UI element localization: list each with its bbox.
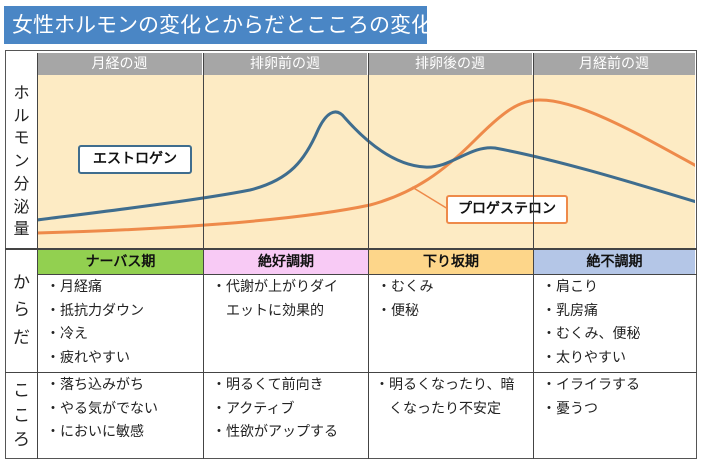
list-item: ・抵抗力ダウン (46, 302, 144, 319)
body-symptoms-menstrual: ・月経痛 ・抵抗力ダウン ・冷え ・疲れやすい (38, 276, 203, 370)
estrogen-curve (37, 110, 695, 222)
week-header-premenstrual: 月経前の週 (533, 53, 695, 75)
list-item: ・イライラする (542, 377, 640, 393)
list-item: ・性欲がアップする (212, 424, 338, 440)
list-item: ・冷え (46, 326, 88, 342)
grid-line-chart-bottom (5, 248, 697, 250)
list-item: くなったり不安定 (375, 400, 501, 417)
grid-line-left (37, 53, 38, 459)
list-item: ・便秘 (377, 302, 419, 319)
list-item: ・肩こり (542, 279, 598, 295)
list-item: ・落ち込みがち (46, 377, 144, 393)
progesterone-label: プロゲステロン (446, 195, 568, 224)
mind-symptoms-post-ovulation: ・明るくなったり、暗 くなったり不安定 (369, 374, 533, 421)
phase-nervous: ナーバス期 (38, 250, 203, 274)
list-item: ・アクティブ (212, 400, 295, 417)
week-header-post-ovulation: 排卵後の週 (368, 53, 533, 75)
phase-worst: 絶不調期 (534, 250, 695, 274)
grid-line-col1 (203, 53, 204, 459)
mind-symptoms-pre-ovulation: ・明るくて前向き ・アクティブ ・性欲がアップする (204, 374, 368, 445)
body-symptoms-premenstrual: ・肩こり ・乳房痛 ・むくみ、便秘 ・太りやすい (534, 276, 695, 370)
grid-line-col3 (533, 53, 534, 459)
list-item: ・明るくなったり、暗 (375, 377, 515, 393)
progesterone-label-connector (411, 186, 449, 210)
list-item: ・憂うつ (542, 400, 598, 417)
side-label-body: からだ (13, 273, 30, 348)
list-item: ・代謝が上がりダイ (212, 279, 338, 295)
list-item: ・むくみ (377, 279, 434, 295)
grid-line-body-bottom (5, 372, 697, 373)
list-item: ・明るくて前向き (212, 377, 324, 393)
list-item: ・においに敏感 (46, 424, 144, 440)
list-item: エットに効果的 (212, 302, 324, 319)
body-symptoms-post-ovulation: ・むくみ ・便秘 (369, 276, 533, 323)
grid-line-col2 (368, 53, 369, 459)
week-header-pre-ovulation: 排卵前の週 (203, 53, 368, 75)
page-title: 女性ホルモンの変化とからだとこころの変化 (4, 6, 427, 44)
body-symptoms-pre-ovulation: ・代謝が上がりダイ エットに効果的 (204, 276, 368, 323)
list-item: ・月経痛 (46, 279, 102, 295)
week-header-menstrual: 月経の週 (37, 53, 203, 75)
list-item: ・やる気がでない (46, 400, 158, 417)
grid-line-phase-bottom (37, 274, 697, 275)
mind-symptoms-menstrual: ・落ち込みがち ・やる気がでない ・においに敏感 (38, 374, 203, 445)
list-item: ・むくみ、便秘 (542, 326, 641, 342)
list-item: ・太りやすい (542, 349, 626, 366)
mind-symptoms-premenstrual: ・イライラする ・憂うつ (534, 374, 695, 421)
list-item: ・乳房痛 (542, 302, 598, 319)
side-label-mind: こころ (13, 381, 30, 451)
phase-declining: 下り坂期 (369, 250, 533, 274)
phase-best: 絶好調期 (204, 250, 368, 274)
side-label-hormone: ホルモン分泌量 (13, 82, 30, 239)
estrogen-label: エストロゲン (78, 145, 192, 174)
list-item: ・疲れやすい (46, 349, 130, 366)
